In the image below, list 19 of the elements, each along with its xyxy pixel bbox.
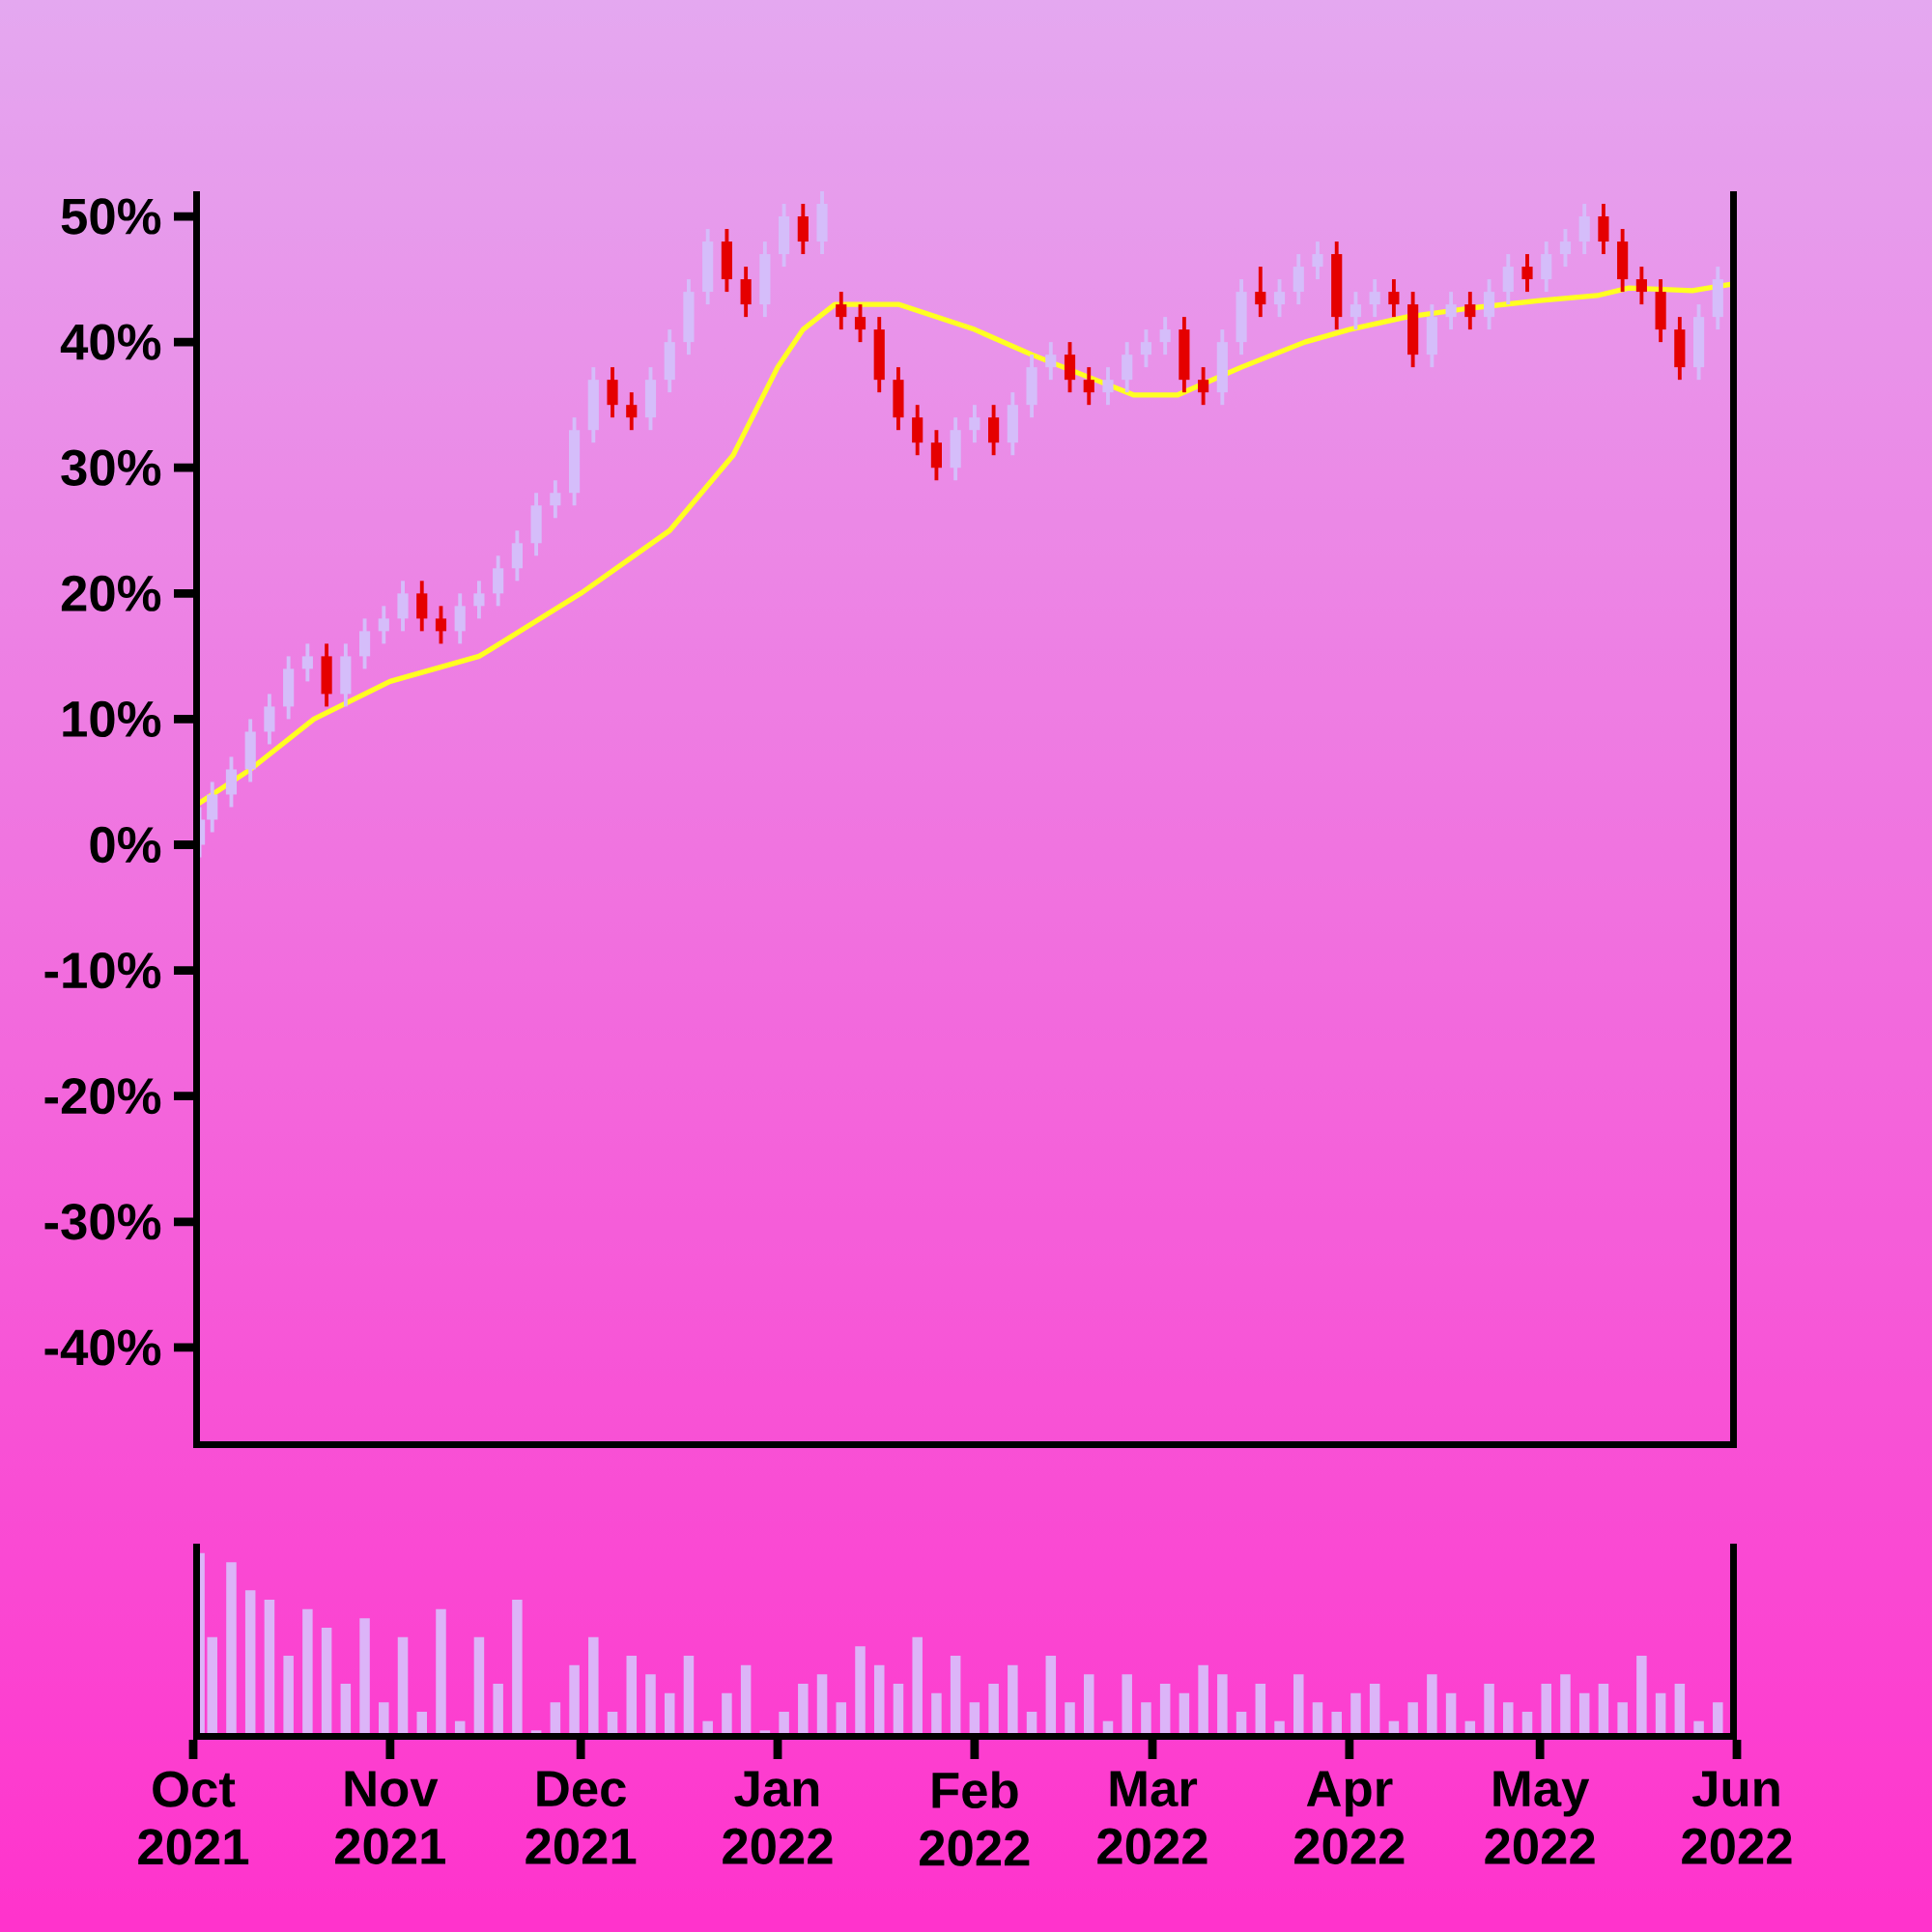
y-tick-label: -30% — [44, 1204, 161, 1240]
y-tick-label: 10% — [63, 700, 161, 738]
x-tick-label: Nov 2021 — [335, 1771, 445, 1864]
x-tick-label: Apr 2022 — [1294, 1771, 1405, 1864]
y-tick-label: -10% — [44, 952, 161, 989]
x-tick-label: Mar 2022 — [1097, 1771, 1208, 1864]
x-tick-label: Oct 2021 — [138, 1771, 249, 1865]
y-tick-label: -40% — [44, 1329, 161, 1366]
y-tick-label: -20% — [44, 1078, 161, 1115]
x-tick-label: Feb 2022 — [920, 1771, 1030, 1866]
x-tick-label: Jun 2022 — [1682, 1771, 1792, 1864]
y-tick-label: 0% — [90, 826, 161, 864]
x-tick-label: Dec 2021 — [526, 1771, 637, 1864]
x-tick-label: May 2022 — [1485, 1771, 1595, 1864]
y-tick-label: 30% — [61, 449, 161, 486]
y-tick-label: 20% — [61, 575, 161, 611]
y-tick-label: 40% — [60, 324, 161, 360]
y-tick-label: 50% — [61, 198, 161, 235]
x-tick-label: Jan 2022 — [723, 1771, 833, 1864]
